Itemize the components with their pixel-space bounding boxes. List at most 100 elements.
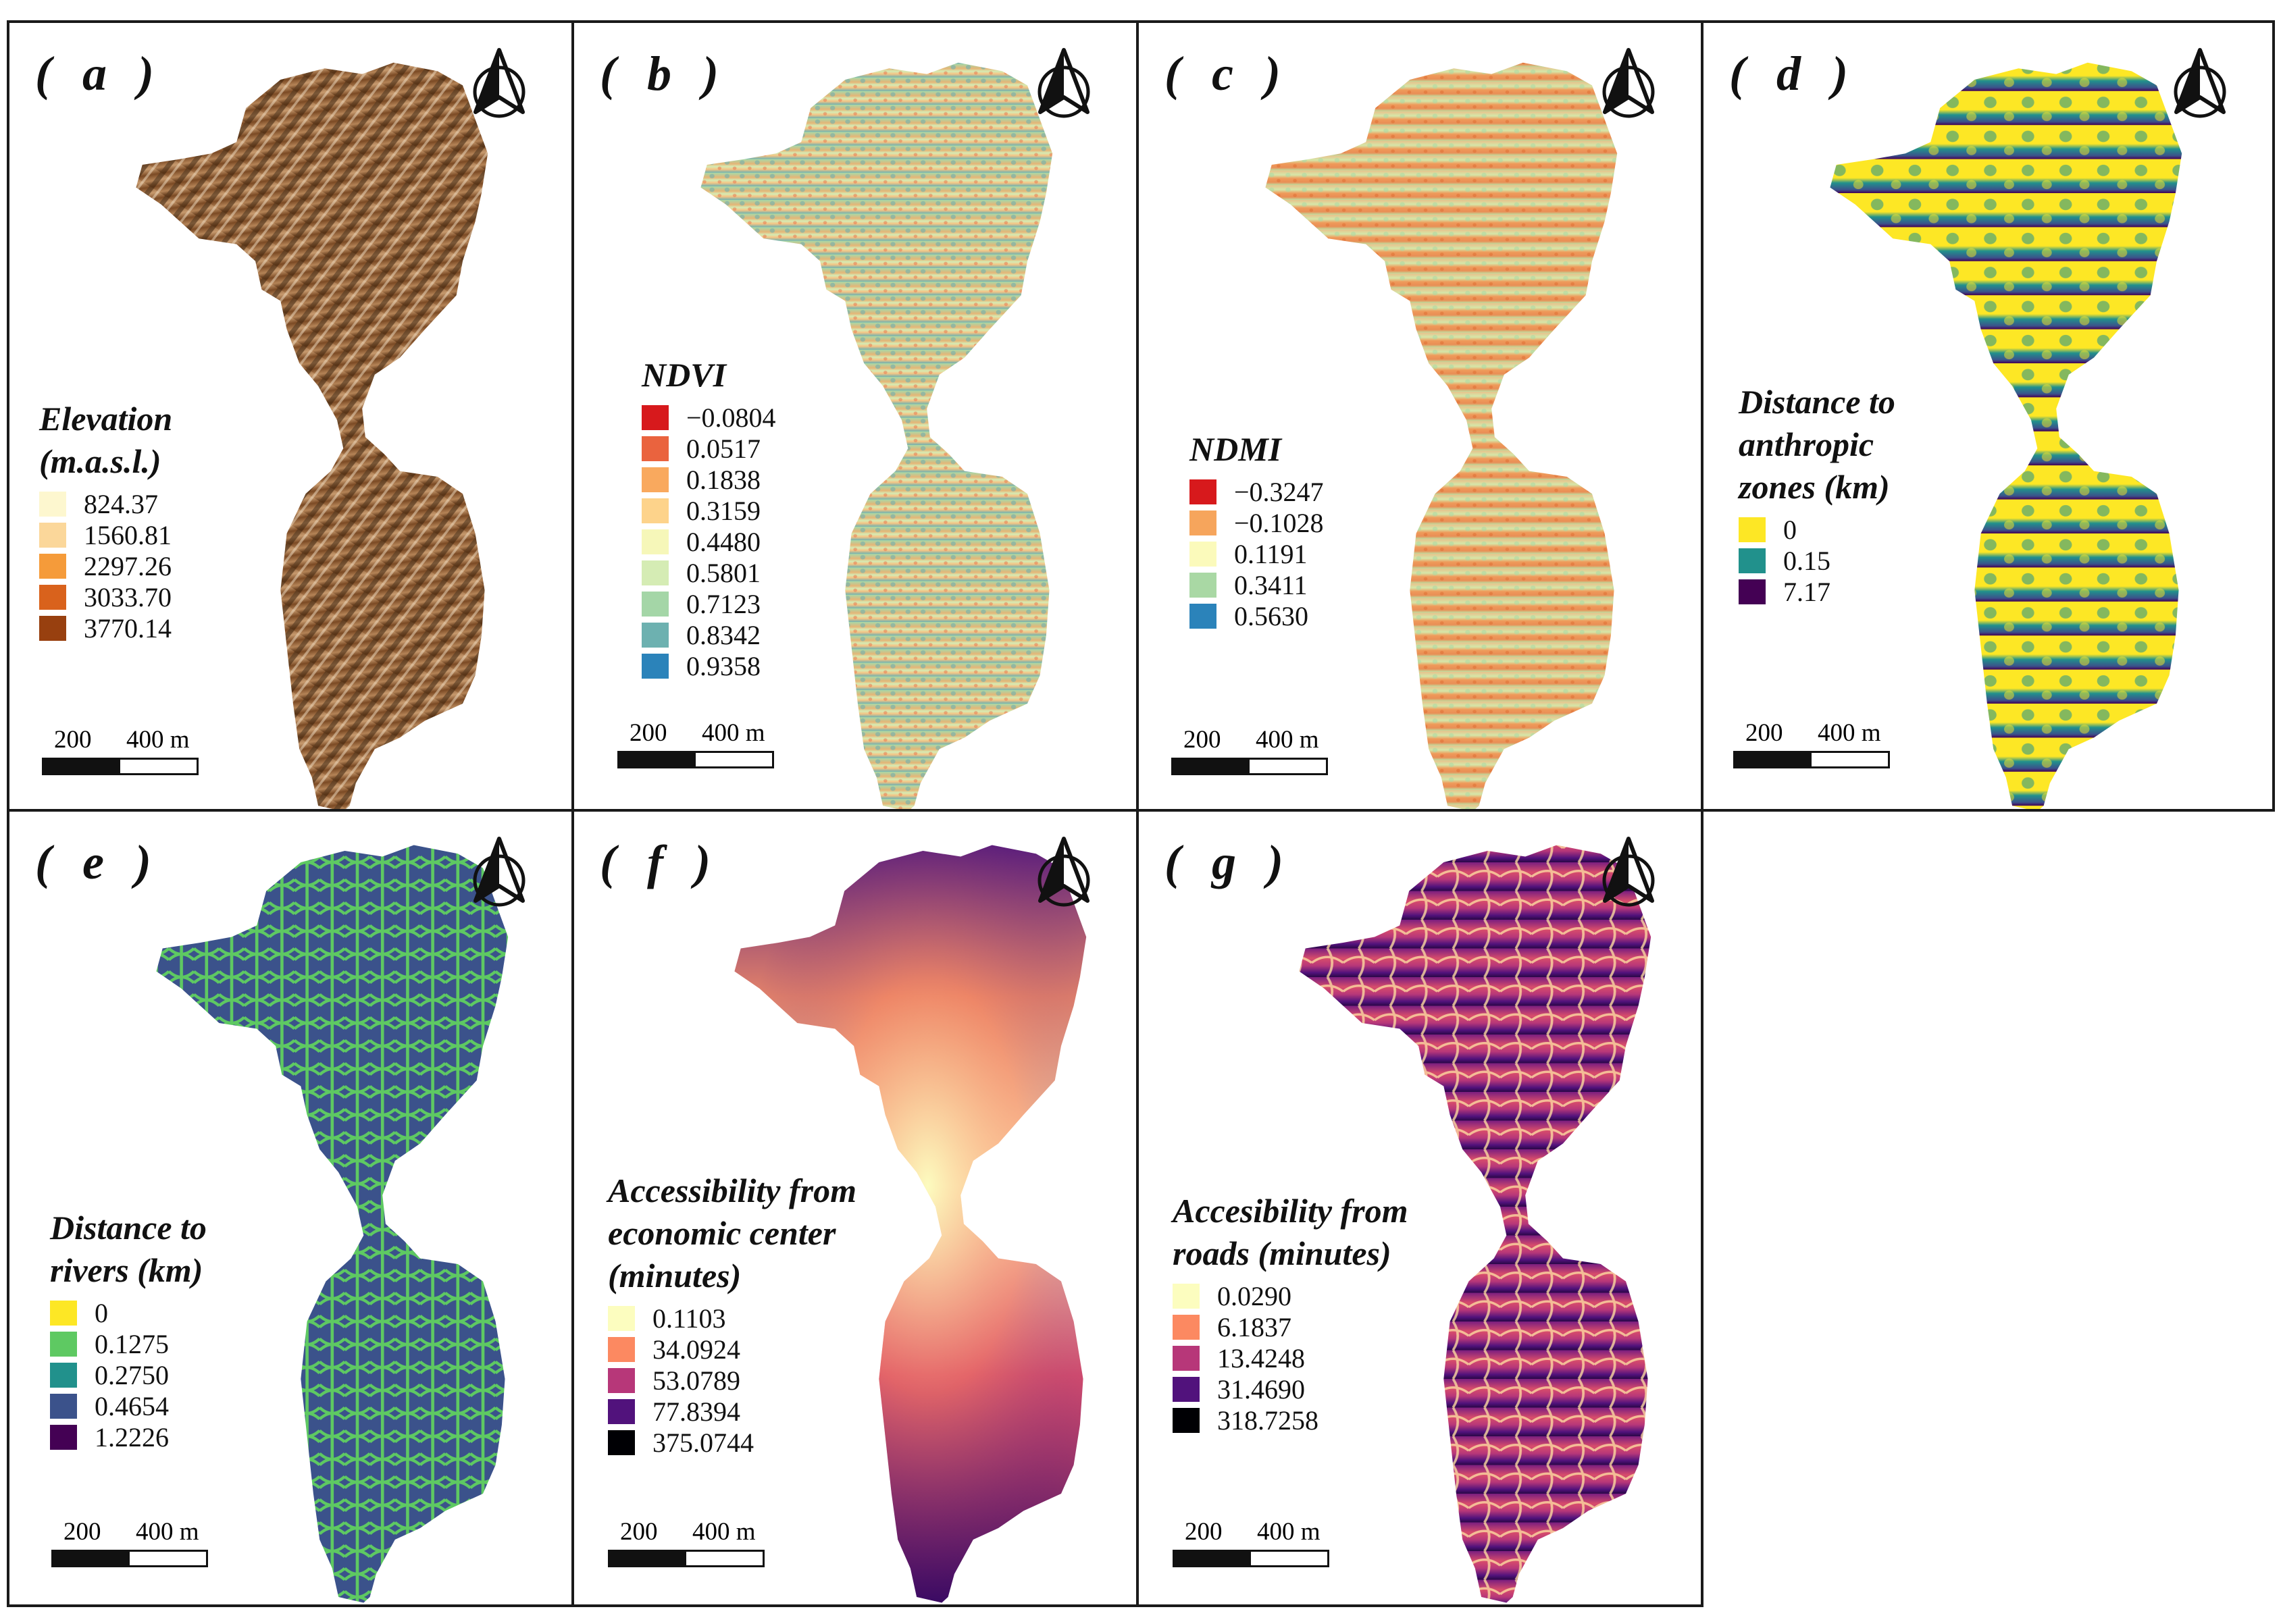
legend-swatch <box>1189 541 1216 567</box>
legend-swatch <box>1739 548 1766 573</box>
legend-label: 0.2750 <box>95 1359 169 1390</box>
legend-label: 6.1837 <box>1217 1311 1291 1342</box>
legend-label: 53.0789 <box>652 1365 740 1396</box>
legend-title-line: Distance to <box>50 1209 207 1247</box>
legend-item: 0.2750 <box>50 1359 207 1390</box>
map-legend: Accesibility from roads (minutes) 0.0290 6.… <box>1173 1190 1408 1436</box>
legend-swatch <box>1173 1376 1200 1402</box>
scale-label-400: 400 m <box>692 1518 756 1546</box>
legend-label: 0.3159 <box>686 495 761 526</box>
legend-title-line: Distance to <box>1739 383 1895 421</box>
legend-swatch <box>1173 1314 1200 1340</box>
legend-label: 3770.14 <box>84 612 172 644</box>
map-panel-g: ( g ) Accesibility from roads (minutes) 0.… <box>1136 809 1703 1607</box>
legend-item: 318.7258 <box>1173 1405 1408 1436</box>
legend-item: 0.1838 <box>642 464 776 495</box>
legend-swatch <box>1173 1407 1200 1433</box>
legend-item: 0.1103 <box>608 1303 856 1334</box>
legend-label: 7.17 <box>1783 576 1830 607</box>
legend-swatch <box>642 560 669 585</box>
legend-title-line: NDMI <box>1189 430 1282 468</box>
legend-item: −0.1028 <box>1189 507 1324 538</box>
scale-bar: 200 400 m <box>617 718 779 772</box>
north-arrow-icon <box>469 45 530 126</box>
legend-item: 0.1191 <box>1189 538 1324 569</box>
map-panel-f: ( f ) Accessibility from economic center (… <box>571 809 1139 1607</box>
map-legend: Elevation (m.a.s.l.) 824.37 1560.81 2297.26 3… <box>39 398 172 644</box>
legend-title-line: Accesibility from <box>1173 1192 1408 1230</box>
legend-title-line: NDVI <box>642 356 727 394</box>
legend-label: 0.5801 <box>686 557 761 588</box>
north-arrow-icon <box>1033 45 1094 126</box>
scale-label-400: 400 m <box>1257 1518 1321 1546</box>
map-legend: NDVI −0.0804 0.0517 0.1838 0.3159 0.4480 0.580… <box>642 354 776 681</box>
scale-bar: 200 400 m <box>1171 725 1333 779</box>
legend-label: 375.0744 <box>652 1427 754 1458</box>
legend-swatch <box>50 1424 77 1450</box>
legend-swatch <box>1739 517 1766 542</box>
legend-label: −0.3247 <box>1234 476 1324 507</box>
legend-item: 2297.26 <box>39 550 172 581</box>
legend-title: NDVI <box>642 354 776 396</box>
legend-item: 13.4248 <box>1173 1342 1408 1373</box>
legend-item: 824.37 <box>39 488 172 519</box>
legend-label: 31.4690 <box>1217 1373 1305 1405</box>
legend-item: 7.17 <box>1739 576 1895 607</box>
scale-label-200: 200 <box>630 719 667 747</box>
legend-label: −0.1028 <box>1234 507 1324 538</box>
legend-item: 0.3159 <box>642 495 776 526</box>
legend-swatch <box>642 653 669 679</box>
legend-item: 77.8394 <box>608 1396 856 1427</box>
legend-label: 77.8394 <box>652 1396 740 1427</box>
legend-item: 6.1837 <box>1173 1311 1408 1342</box>
legend-item: 0 <box>50 1297 207 1328</box>
legend-item: 0.5801 <box>642 557 776 588</box>
scale-label-400: 400 m <box>136 1518 199 1546</box>
scale-label-400: 400 m <box>1818 719 1881 747</box>
legend-label: 0.15 <box>1783 545 1830 576</box>
legend-title-line: anthropic <box>1739 425 1874 463</box>
legend-item: 0.3411 <box>1189 569 1324 600</box>
legend-label: 0.4654 <box>95 1390 169 1421</box>
legend-swatch <box>1739 579 1766 604</box>
legend-title: Elevation (m.a.s.l.) <box>39 398 172 483</box>
north-arrow-icon <box>1033 833 1094 914</box>
map-panel-d: ( d ) Distance to anthropic zones (km) 0 0.1… <box>1701 20 2275 812</box>
legend-label: 0.5630 <box>1234 600 1308 631</box>
legend-label: 0.1838 <box>686 464 761 495</box>
scale-bar: 200 400 m <box>1733 718 1895 772</box>
legend-item: 0.4480 <box>642 526 776 557</box>
legend-item: −0.3247 <box>1189 476 1324 507</box>
legend-label: 13.4248 <box>1217 1342 1305 1373</box>
scale-label-200: 200 <box>1745 719 1783 747</box>
north-arrow-icon <box>469 833 530 914</box>
legend-swatch <box>39 522 66 548</box>
legend-item: 53.0789 <box>608 1365 856 1396</box>
legend-title-line: Elevation <box>39 400 173 438</box>
legend-swatch <box>642 622 669 648</box>
legend-swatch <box>1173 1345 1200 1371</box>
legend-label: 3033.70 <box>84 581 172 612</box>
legend-label: 0.4480 <box>686 526 761 557</box>
map-legend: Accessibility from economic center (minute… <box>608 1170 856 1458</box>
legend-swatch <box>642 529 669 554</box>
legend-title-line: (minutes) <box>608 1257 742 1294</box>
panel-label: ( b ) <box>600 47 728 101</box>
legend-title-line: roads (minutes) <box>1173 1234 1391 1272</box>
legend-label: 0.0290 <box>1217 1280 1291 1311</box>
scale-bar: 200 400 m <box>42 725 204 779</box>
legend-title-line: (m.a.s.l.) <box>39 442 161 480</box>
legend-swatch <box>50 1393 77 1419</box>
legend-item: 0.0517 <box>642 433 776 464</box>
legend-item: 375.0744 <box>608 1427 856 1458</box>
map-panel-b: ( b ) NDVI −0.0804 0.0517 0.1838 0.3159 0.448… <box>571 20 1139 812</box>
legend-label: 0 <box>95 1297 108 1328</box>
scale-bar: 200 400 m <box>51 1517 213 1571</box>
legend-swatch <box>642 436 669 461</box>
legend-label: 0.8342 <box>686 619 761 650</box>
map-panel-e: ( e ) Distance to rivers (km) 0 0.1275 0.275… <box>7 809 574 1607</box>
ndmi-map <box>1265 62 1618 809</box>
legend-swatch <box>50 1331 77 1357</box>
scale-label-400: 400 m <box>702 719 765 747</box>
map-legend: Distance to rivers (km) 0 0.1275 0.2750 0.465… <box>50 1207 207 1452</box>
